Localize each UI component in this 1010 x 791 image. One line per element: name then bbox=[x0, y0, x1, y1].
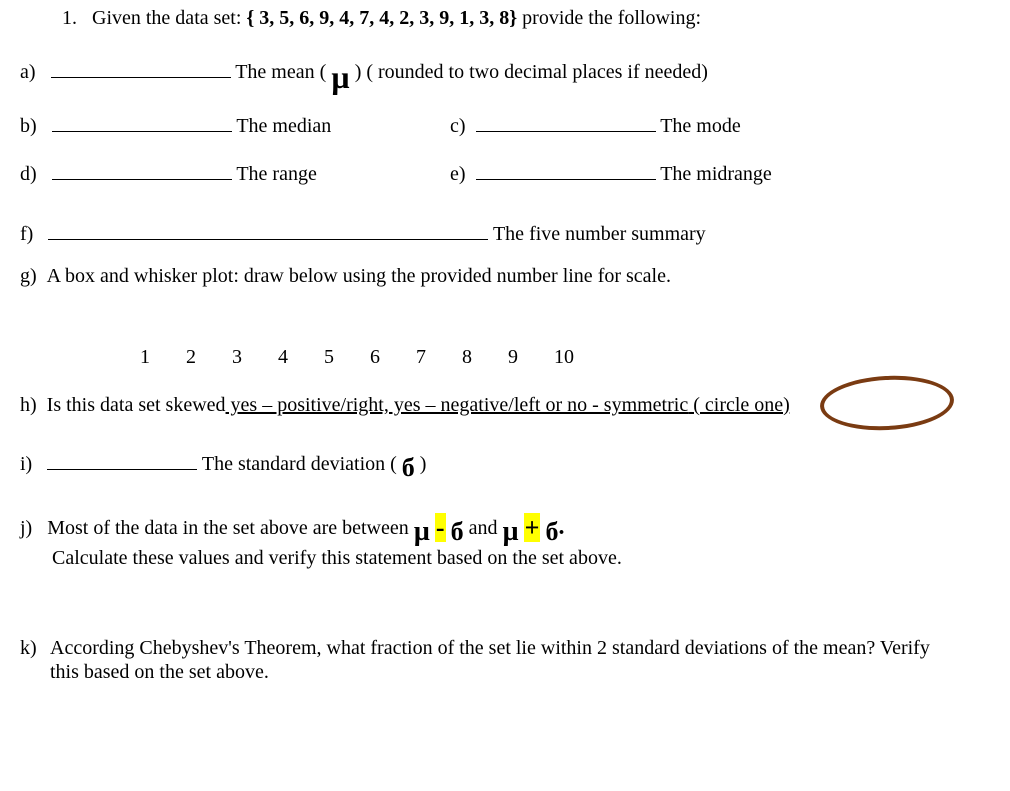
sigma-j2: б bbox=[545, 516, 558, 547]
j-period: . bbox=[558, 514, 564, 540]
numline-10: 10 bbox=[554, 345, 574, 369]
item-d: d) The range bbox=[20, 158, 317, 186]
minus-hl: - bbox=[435, 513, 446, 542]
letter-j: j) bbox=[20, 517, 32, 539]
circle-annotation bbox=[819, 373, 956, 434]
label-c: The mode bbox=[660, 115, 741, 137]
number-line: 1 2 3 4 5 6 7 8 9 10 bbox=[140, 345, 574, 369]
letter-g: g) bbox=[20, 265, 37, 287]
letter-e: e) bbox=[450, 163, 466, 185]
letter-b: b) bbox=[20, 115, 37, 137]
numline-9: 9 bbox=[508, 345, 518, 369]
item-k: k) According Chebyshev's Theorem, what f… bbox=[20, 636, 960, 684]
h-circle-hint: ( circle one) bbox=[688, 394, 790, 416]
numline-4: 4 bbox=[278, 345, 288, 369]
item-j: j) Most of the data in the set above are… bbox=[20, 510, 960, 570]
item-h: h) Is this data set skewed yes – positiv… bbox=[20, 393, 790, 417]
plus-hl: + bbox=[524, 513, 541, 542]
sigma-j1: б bbox=[451, 516, 464, 547]
q1-number: 1. bbox=[62, 6, 92, 30]
mu-j2: µ bbox=[502, 515, 518, 549]
label-d: The range bbox=[236, 163, 317, 185]
letter-h: h) bbox=[20, 394, 37, 416]
item-a: a) The mean ( µ ) ( rounded to two decim… bbox=[20, 56, 708, 86]
blank-e[interactable] bbox=[476, 158, 656, 180]
numline-2: 2 bbox=[186, 345, 196, 369]
item-f: f) The five number summary bbox=[20, 218, 706, 246]
item-g: g) A box and whisker plot: draw below us… bbox=[20, 264, 671, 288]
letter-f: f) bbox=[20, 223, 33, 245]
label-g: A box and whisker plot: draw below using… bbox=[47, 265, 671, 287]
numline-7: 7 bbox=[416, 345, 426, 369]
label-f: The five number summary bbox=[493, 223, 706, 245]
numline-1: 1 bbox=[140, 345, 150, 369]
sigma-icon: б bbox=[402, 452, 415, 483]
numline-8: 8 bbox=[462, 345, 472, 369]
numline-3: 3 bbox=[232, 345, 242, 369]
j-line2: Calculate these values and verify this s… bbox=[52, 546, 622, 570]
q1-text: Given the data set: { 3, 5, 6, 9, 4, 7, … bbox=[92, 6, 701, 30]
item-b: b) The median bbox=[20, 110, 331, 138]
label-i2: ) bbox=[415, 453, 427, 475]
label-a1: The mean ( bbox=[235, 61, 331, 83]
j-line1a: Most of the data in the set above are be… bbox=[47, 517, 414, 539]
label-i1: The standard deviation ( bbox=[202, 453, 402, 475]
blank-d[interactable] bbox=[52, 158, 232, 180]
question-1-header: 1. Given the data set: { 3, 5, 6, 9, 4, … bbox=[62, 6, 990, 30]
letter-k: k) bbox=[20, 636, 50, 684]
blank-a[interactable] bbox=[51, 56, 231, 78]
mu-icon: µ bbox=[331, 65, 349, 91]
letter-a: a) bbox=[20, 61, 36, 83]
blank-b[interactable] bbox=[52, 110, 232, 132]
blank-c[interactable] bbox=[476, 110, 656, 132]
item-i: i) The standard deviation ( б ) bbox=[20, 448, 426, 481]
numline-6: 6 bbox=[370, 345, 380, 369]
letter-d: d) bbox=[20, 163, 37, 185]
numline-5: 5 bbox=[324, 345, 334, 369]
label-a2: ) ( rounded to two decimal places if nee… bbox=[350, 61, 708, 83]
letter-i: i) bbox=[20, 453, 32, 475]
h-choices: yes – positive/right, yes – negative/lef… bbox=[226, 394, 689, 416]
label-e: The midrange bbox=[660, 163, 772, 185]
label-b: The median bbox=[236, 115, 331, 137]
item-c: c) The mode bbox=[450, 110, 741, 138]
mu-j1: µ bbox=[414, 515, 430, 549]
blank-i[interactable] bbox=[47, 448, 197, 470]
letter-c: c) bbox=[450, 115, 466, 137]
q1-dataset: { 3, 5, 6, 9, 4, 7, 4, 2, 3, 9, 1, 3, 8} bbox=[246, 7, 517, 29]
blank-f[interactable] bbox=[48, 218, 488, 240]
label-k: According Chebyshev's Theorem, what frac… bbox=[50, 636, 960, 684]
label-h-prefix: Is this data set skewed bbox=[47, 394, 226, 416]
j-and: and bbox=[469, 517, 503, 539]
item-e: e) The midrange bbox=[450, 158, 772, 186]
